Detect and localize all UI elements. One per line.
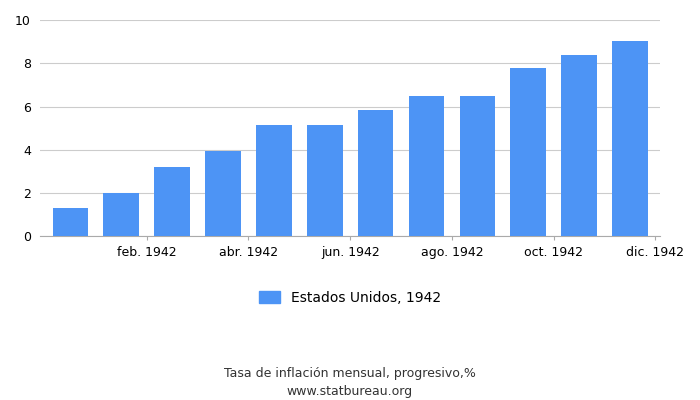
Text: Tasa de inflación mensual, progresivo,%: Tasa de inflación mensual, progresivo,% [224,368,476,380]
Bar [358,110,393,236]
Legend: Estados Unidos, 1942: Estados Unidos, 1942 [259,291,441,305]
Bar [307,125,342,236]
Bar [205,151,241,236]
Bar [154,167,190,236]
Bar [561,55,597,236]
Bar [510,68,546,236]
Bar [459,96,495,236]
Bar [409,96,444,236]
Bar [256,125,292,236]
Bar [104,193,139,236]
Bar [52,208,88,236]
Text: www.statbureau.org: www.statbureau.org [287,385,413,398]
Bar [612,40,648,236]
